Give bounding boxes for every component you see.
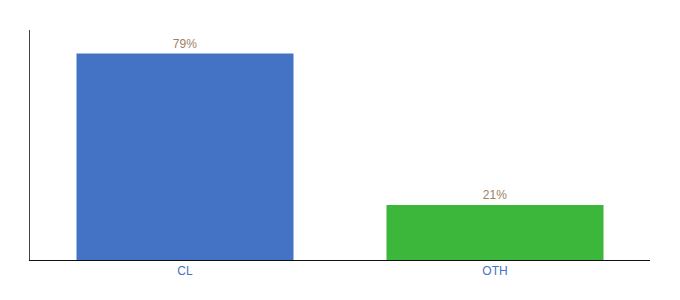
svg-text:21%: 21% — [483, 188, 507, 202]
svg-text:OTH: OTH — [482, 264, 507, 278]
svg-text:CL: CL — [177, 264, 193, 278]
svg-text:79%: 79% — [173, 37, 197, 51]
